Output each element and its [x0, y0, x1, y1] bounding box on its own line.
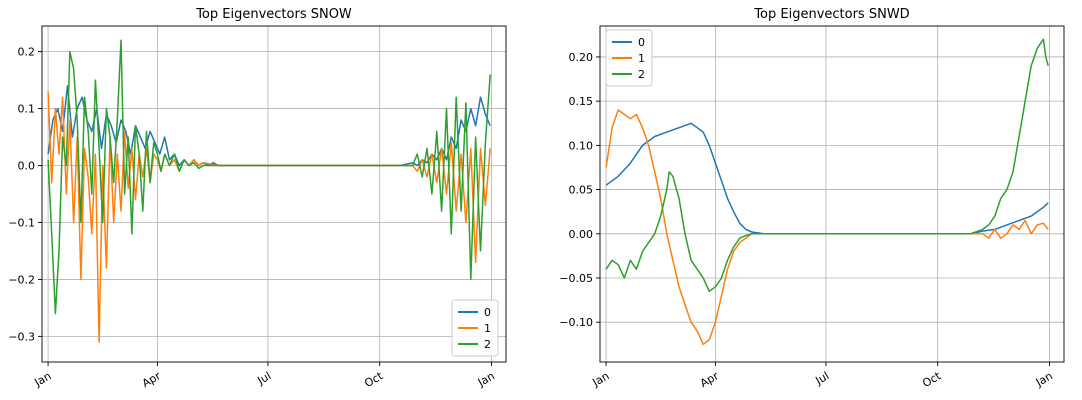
legend-label: 1	[484, 322, 491, 335]
y-tick-label: 0.15	[569, 95, 594, 108]
legend-label: 0	[484, 306, 491, 319]
y-tick-label: −0.3	[8, 330, 35, 343]
series-line-2	[605, 38, 1049, 293]
series-line-2	[47, 39, 491, 315]
plot-frame	[599, 25, 1065, 363]
x-tick-label: Jan	[475, 369, 497, 389]
y-tick-label: 0.00	[569, 228, 594, 241]
legend: 0 1 2	[605, 29, 653, 87]
x-tick-label: Apr	[698, 369, 721, 390]
x-tick-label: Apr	[140, 369, 163, 390]
y-tick-label: 0.0	[18, 160, 36, 173]
series-line-1	[47, 91, 491, 343]
legend-label: 1	[638, 52, 645, 65]
chart-snow: Top Eigenvectors SNOW −0.3 −0.2 −0.1 0.0 0.1…	[8, 7, 507, 390]
legend-label: 2	[484, 338, 491, 351]
legend-label: 2	[638, 68, 645, 81]
legend-label: 0	[638, 36, 645, 49]
x-tick-label: Oct	[920, 369, 944, 390]
plot-frame	[41, 25, 507, 363]
y-tick-label: 0.05	[569, 184, 594, 197]
legend: 0 1 2	[451, 299, 499, 357]
series-line-0	[605, 122, 1049, 235]
y-tick-label: −0.10	[559, 316, 593, 329]
y-tick-label: −0.05	[559, 272, 593, 285]
chart-title: Top Eigenvectors SNWD	[753, 7, 909, 22]
x-tick-label: Jan	[32, 369, 54, 389]
chart-snwd: Top Eigenvectors SNWD −0.10 −0.05 0.00 0.05…	[559, 7, 1065, 390]
chart-title: Top Eigenvectors SNOW	[195, 7, 352, 22]
series-line-0	[47, 85, 491, 167]
x-tick-label: Jan	[1033, 369, 1055, 389]
y-tick-label: 0.1	[18, 103, 36, 116]
y-tick-label: 0.10	[569, 139, 594, 152]
y-tick-label: −0.2	[8, 273, 35, 286]
y-tick-label: −0.1	[8, 216, 35, 229]
x-tick-label: Jul	[255, 369, 274, 387]
y-tick-label: 0.20	[569, 51, 594, 64]
series-line-1	[605, 109, 1049, 346]
y-tick-label: 0.2	[18, 46, 36, 59]
x-tick-label: Jan	[590, 369, 612, 389]
x-tick-label: Oct	[362, 369, 386, 390]
x-tick-label: Jul	[813, 369, 832, 387]
